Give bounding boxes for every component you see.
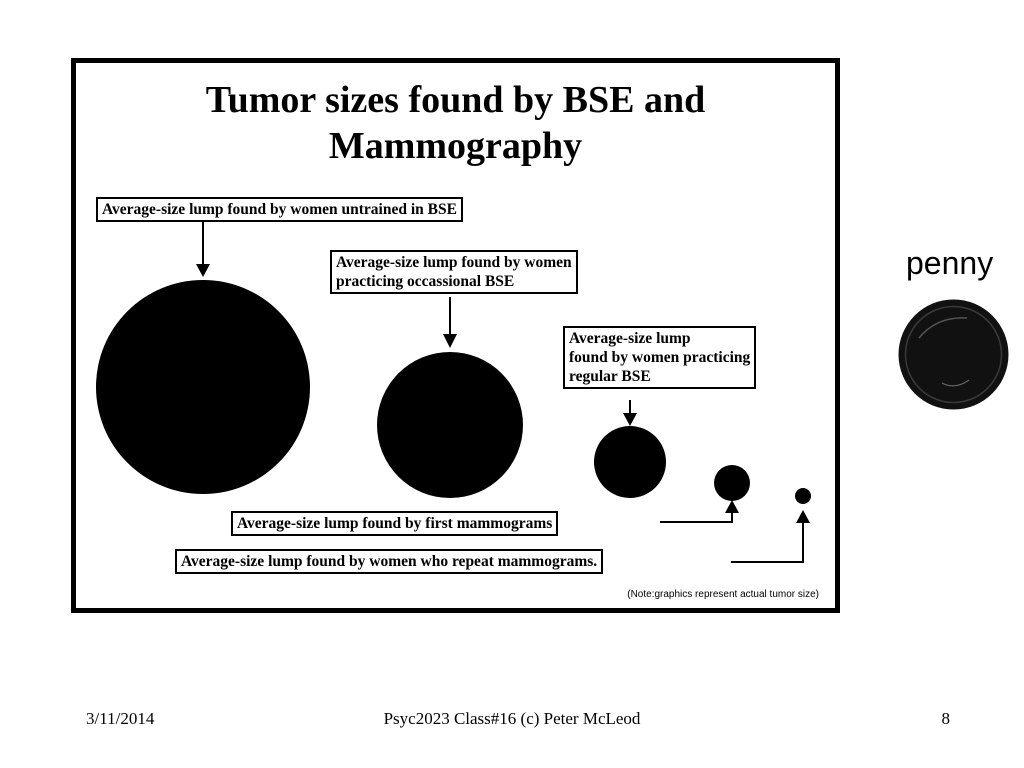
callout-first-mammogram: Average-size lump found by first mammogr… (231, 511, 559, 536)
penny-icon (898, 299, 1009, 410)
callout-regular-bse: Average-size lump found by women practic… (563, 326, 757, 389)
arrow-occasional-bse (443, 297, 457, 348)
callout-first-line-1: Average-size lump found by first mammogr… (237, 515, 553, 532)
callout-untrained-bse: Average-size lump found by women untrain… (96, 197, 463, 222)
callout-occasional-bse: Average-size lump found by women practic… (330, 250, 578, 294)
lump-first-mammogram (714, 465, 750, 501)
footer-page-number: 8 (941, 709, 951, 728)
callout-regular-line-2: found by women practicing (569, 349, 751, 366)
arrow-regular-bse (623, 400, 637, 426)
figure-note: (Note:graphics represent actual tumor si… (627, 589, 819, 600)
arrow-untrained-bse (196, 219, 210, 277)
callout-repeat-mammogram: Average-size lump found by women who rep… (175, 549, 604, 574)
callout-repeat-line-1: Average-size lump found by women who rep… (181, 553, 598, 570)
callout-regular-line-3: regular BSE (569, 368, 651, 385)
arrow-first-mammogram (660, 500, 739, 523)
lump-untrained-bse (96, 280, 310, 494)
figure-title: Tumor sizes found by BSE and Mammography (76, 77, 835, 169)
footer-date: 3/11/2014 (86, 709, 155, 728)
penny-label: penny (906, 245, 994, 281)
footer-course: Psyc2023 Class#16 (c) Peter McLeod (383, 709, 641, 728)
callout-untrained-line-1: Average-size lump found by women untrain… (102, 201, 457, 218)
lump-occasional-bse (377, 352, 523, 498)
tumor-size-figure: Tumor sizes found by BSE and Mammography (71, 58, 840, 613)
arrow-repeat-mammogram (731, 510, 810, 563)
callout-occasional-line-2: practicing occassional BSE (336, 273, 515, 290)
lump-diagram (96, 219, 811, 563)
lump-regular-bse (594, 426, 666, 498)
callout-regular-line-1: Average-size lump (569, 330, 691, 347)
callout-occasional-line-1: Average-size lump found by women (336, 254, 572, 271)
lump-repeat-mammogram (795, 488, 811, 504)
figure-title-line-1: Tumor sizes found by BSE and (205, 79, 706, 121)
figure-title-line-2: Mammography (328, 125, 583, 167)
